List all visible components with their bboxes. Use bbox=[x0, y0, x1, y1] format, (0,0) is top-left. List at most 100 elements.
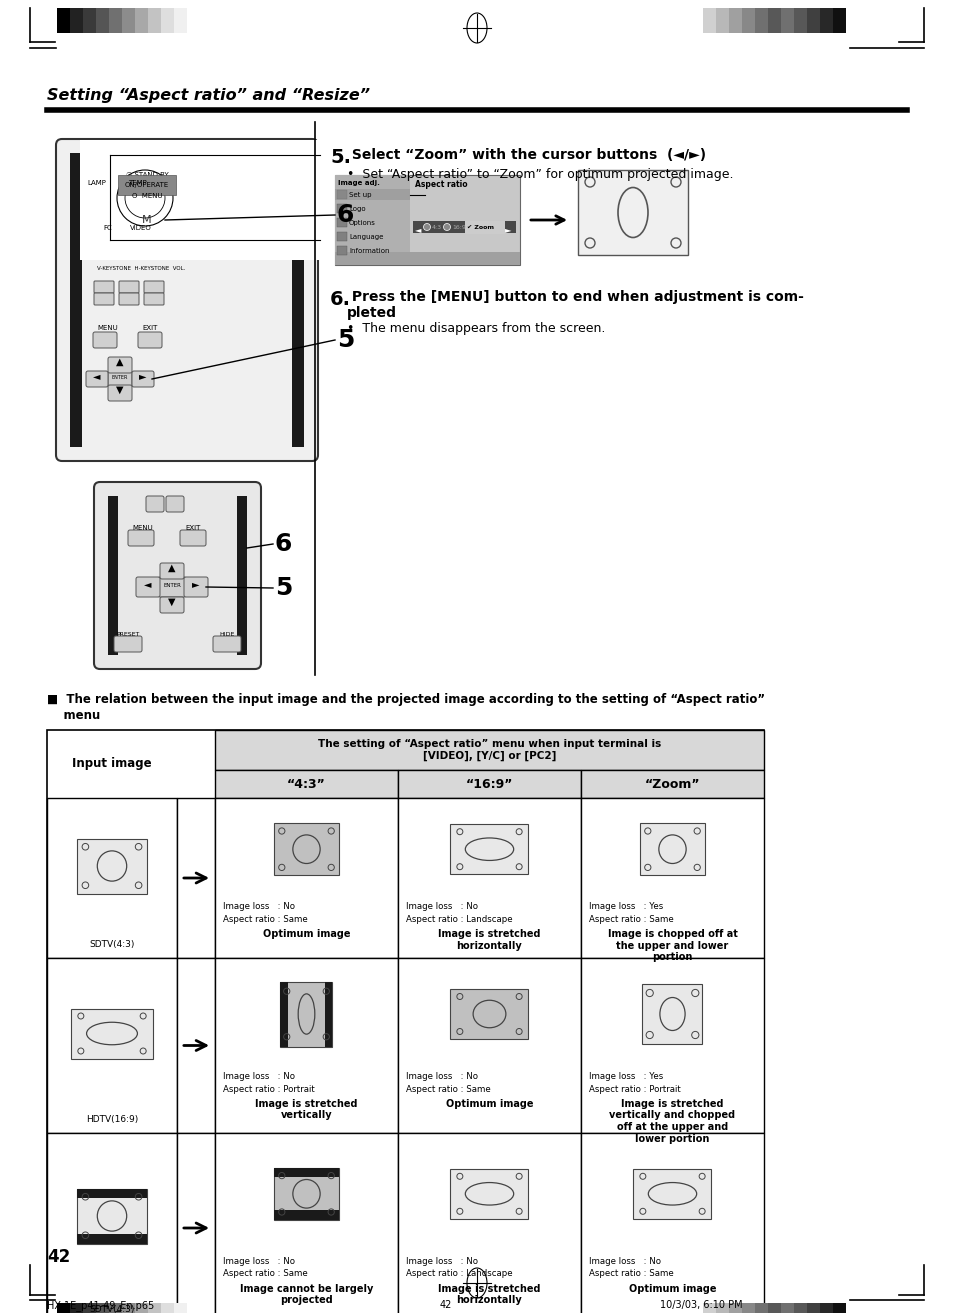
Bar bbox=[214, 1133, 397, 1313]
Text: MENU: MENU bbox=[97, 326, 117, 331]
Bar bbox=[77, 1234, 147, 1243]
Bar bbox=[187, 1302, 200, 1313]
Bar bbox=[214, 769, 397, 798]
Bar bbox=[187, 8, 200, 33]
Bar bbox=[397, 798, 580, 958]
Bar bbox=[754, 1302, 767, 1313]
Text: EXIT: EXIT bbox=[185, 525, 200, 530]
Text: Input image: Input image bbox=[72, 758, 152, 771]
Text: ON/OPERATE: ON/OPERATE bbox=[125, 183, 169, 188]
Bar bbox=[96, 1302, 109, 1313]
Bar bbox=[47, 798, 177, 958]
Bar bbox=[325, 982, 333, 1046]
Bar bbox=[83, 8, 96, 33]
FancyBboxPatch shape bbox=[128, 530, 153, 546]
Bar bbox=[702, 1302, 716, 1313]
Bar bbox=[578, 169, 687, 255]
Bar bbox=[274, 1211, 338, 1220]
Text: 42: 42 bbox=[439, 1300, 452, 1310]
Bar bbox=[639, 823, 704, 876]
Text: Image loss   : Yes: Image loss : Yes bbox=[588, 902, 662, 911]
Bar bbox=[728, 1302, 741, 1313]
Text: 6: 6 bbox=[274, 532, 292, 555]
Bar bbox=[793, 1302, 806, 1313]
FancyBboxPatch shape bbox=[158, 576, 186, 597]
FancyBboxPatch shape bbox=[128, 222, 153, 240]
Bar bbox=[177, 1255, 214, 1313]
Text: V-KEYSTONE  H-KEYSTONE  VOL.: V-KEYSTONE H-KEYSTONE VOL. bbox=[97, 267, 185, 270]
Text: Set up: Set up bbox=[349, 192, 371, 198]
Bar bbox=[641, 983, 701, 1044]
Text: “4:3”: “4:3” bbox=[287, 777, 326, 790]
FancyBboxPatch shape bbox=[136, 576, 160, 597]
Text: Aspect ratio : Same: Aspect ratio : Same bbox=[223, 915, 308, 924]
Text: Image loss   : No: Image loss : No bbox=[406, 902, 477, 911]
Text: Image loss   : No: Image loss : No bbox=[223, 902, 294, 911]
Text: ☉ STAND BY: ☉ STAND BY bbox=[126, 172, 168, 179]
Text: Optimum image: Optimum image bbox=[628, 1284, 716, 1293]
FancyBboxPatch shape bbox=[213, 635, 241, 653]
Bar bbox=[335, 189, 410, 200]
Bar bbox=[397, 769, 580, 798]
FancyBboxPatch shape bbox=[92, 332, 117, 348]
Text: HDTV(16:9): HDTV(16:9) bbox=[86, 1115, 138, 1124]
Text: 16:9: 16:9 bbox=[452, 225, 465, 230]
Text: Options: Options bbox=[349, 221, 375, 226]
Bar bbox=[71, 1008, 152, 1058]
Text: HIDE: HIDE bbox=[219, 632, 234, 637]
Text: ENTER: ENTER bbox=[112, 376, 128, 379]
Text: ◄: ◄ bbox=[415, 225, 421, 234]
Circle shape bbox=[443, 223, 450, 231]
Bar bbox=[109, 8, 122, 33]
Bar bbox=[580, 958, 763, 1133]
Bar bbox=[336, 218, 347, 227]
Text: Press the [MENU] button to end when adjustment is com-
pleted: Press the [MENU] button to end when adju… bbox=[347, 290, 803, 320]
Bar bbox=[70, 154, 82, 446]
Bar bbox=[580, 769, 763, 798]
Text: The setting of “Aspect ratio” menu when input terminal is
[VIDEO], [Y/C] or [PC2: The setting of “Aspect ratio” menu when … bbox=[317, 739, 660, 762]
Text: •  The menu disappears from the screen.: • The menu disappears from the screen. bbox=[347, 322, 605, 335]
Text: “Zoom”: “Zoom” bbox=[644, 777, 700, 790]
Text: menu: menu bbox=[47, 709, 100, 722]
Bar bbox=[70, 8, 83, 33]
Bar bbox=[580, 798, 763, 958]
FancyBboxPatch shape bbox=[184, 576, 208, 597]
FancyBboxPatch shape bbox=[132, 372, 153, 387]
Bar bbox=[161, 8, 173, 33]
FancyBboxPatch shape bbox=[119, 293, 139, 305]
Bar bbox=[716, 1302, 728, 1313]
Text: ■  The relation between the input image and the projected image according to the: ■ The relation between the input image a… bbox=[47, 693, 764, 706]
Bar bbox=[741, 1302, 754, 1313]
Text: Setting “Aspect ratio” and “Resize”: Setting “Aspect ratio” and “Resize” bbox=[47, 88, 370, 102]
Bar bbox=[806, 8, 820, 33]
FancyBboxPatch shape bbox=[108, 372, 132, 387]
Bar bbox=[820, 8, 832, 33]
FancyBboxPatch shape bbox=[94, 293, 113, 305]
Bar bbox=[173, 1302, 187, 1313]
Bar bbox=[96, 8, 109, 33]
Bar bbox=[47, 730, 763, 1313]
FancyBboxPatch shape bbox=[95, 222, 121, 240]
FancyBboxPatch shape bbox=[144, 281, 164, 293]
Bar bbox=[214, 958, 397, 1133]
Bar bbox=[161, 1302, 173, 1313]
Bar bbox=[767, 1302, 781, 1313]
Bar bbox=[177, 958, 214, 1133]
FancyBboxPatch shape bbox=[94, 281, 113, 293]
Text: Aspect ratio : Same: Aspect ratio : Same bbox=[406, 1085, 490, 1094]
FancyBboxPatch shape bbox=[113, 635, 142, 653]
Text: Image loss   : No: Image loss : No bbox=[223, 1071, 294, 1081]
Bar bbox=[135, 1302, 148, 1313]
FancyBboxPatch shape bbox=[138, 332, 162, 348]
Text: •  Set “Aspect ratio” to “Zoom” for optimum projected image.: • Set “Aspect ratio” to “Zoom” for optim… bbox=[347, 168, 733, 181]
Text: ▲: ▲ bbox=[168, 563, 175, 572]
Text: ►: ► bbox=[193, 579, 199, 590]
Text: 4:3: 4:3 bbox=[432, 225, 441, 230]
FancyBboxPatch shape bbox=[160, 563, 184, 579]
Bar bbox=[336, 204, 347, 213]
Text: ►: ► bbox=[504, 225, 511, 234]
Text: Image is stretched
horizontally: Image is stretched horizontally bbox=[437, 1284, 540, 1305]
FancyBboxPatch shape bbox=[160, 597, 184, 613]
Bar bbox=[148, 8, 161, 33]
Bar bbox=[336, 232, 347, 242]
